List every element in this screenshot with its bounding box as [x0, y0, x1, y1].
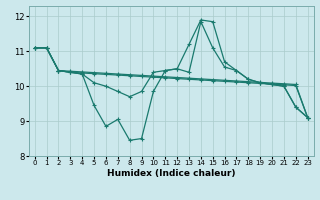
X-axis label: Humidex (Indice chaleur): Humidex (Indice chaleur) — [107, 169, 236, 178]
